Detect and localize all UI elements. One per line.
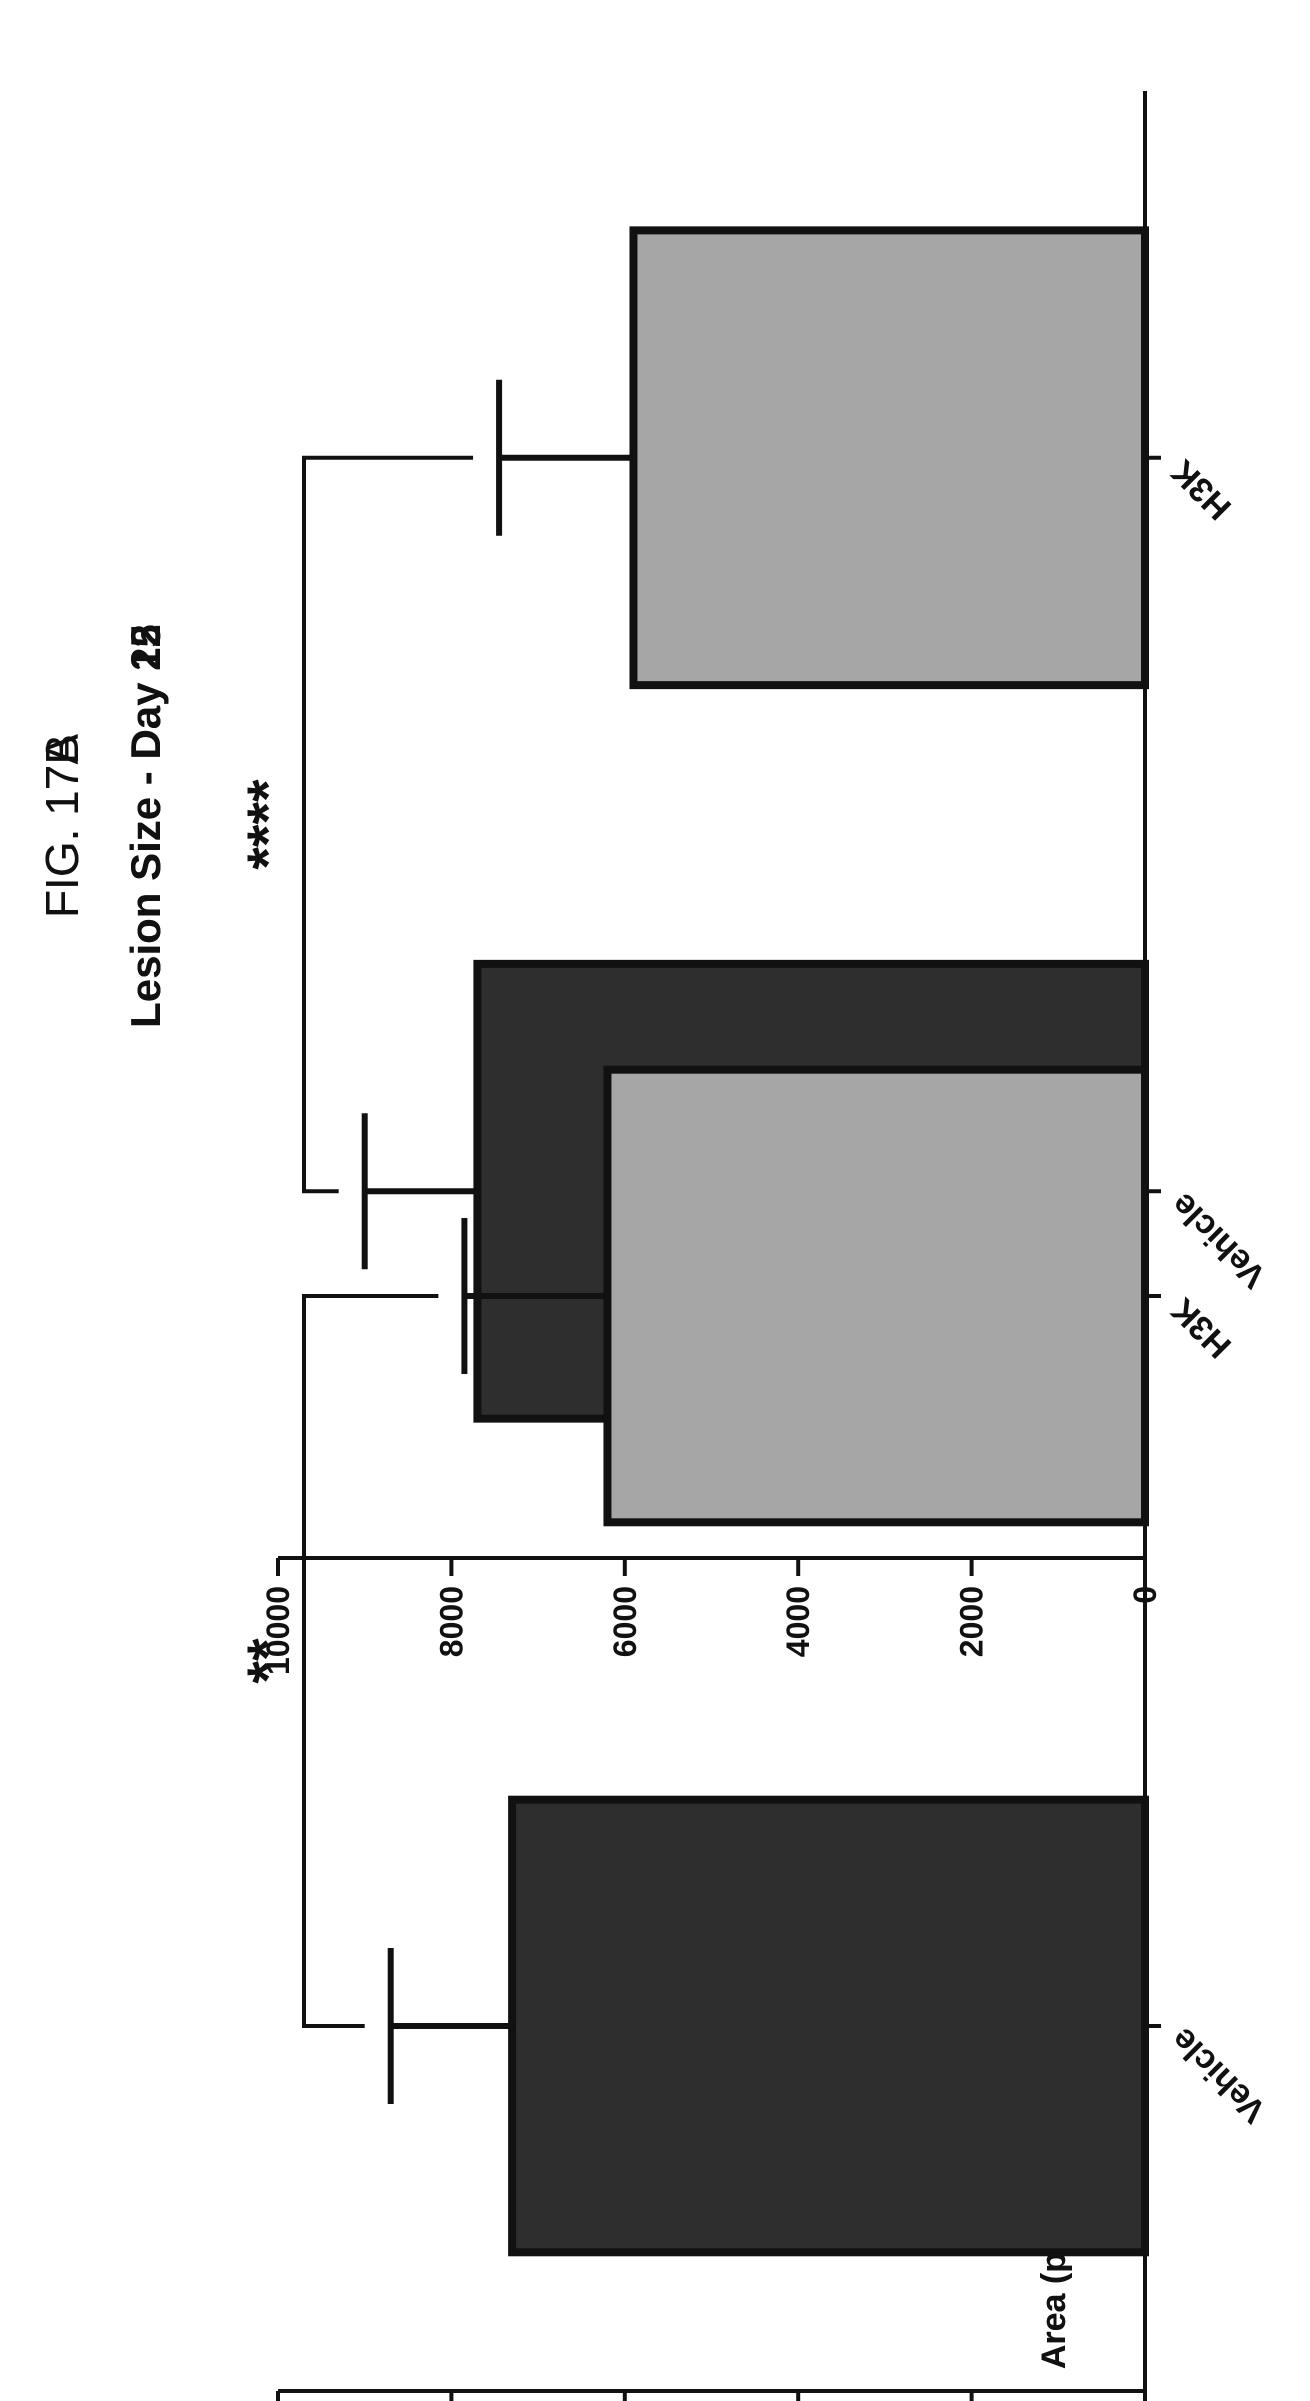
significance-bracket [302,1294,439,2028]
category-label-h3k: H3K [1163,1290,1238,1365]
error-bars-17a [361,379,634,1270]
y-ticks-17a: 0200040006000800010000 [260,1558,1163,1675]
significance-stars: ** [236,1638,301,1684]
error-bars-17b [387,1218,608,2104]
y-tick-label: 4000 [780,1586,816,1657]
significance-17a: **** [236,455,474,1194]
bar-vehicle [508,1795,1149,2257]
y-tick-label: 10000 [260,1586,296,1675]
category-label-h3k: H3K [1163,452,1238,527]
chart-title-17b: Lesion Size - Day 22 [122,624,169,1028]
significance-stars: **** [236,779,301,870]
significance-bracket [302,455,474,1194]
bar-h3k [603,1065,1149,1527]
category-label-vehicle: Vehicle [1164,2020,1274,2130]
figure-label-17b: FIG. 17B [36,734,88,918]
y-tick-label: 2000 [954,1586,990,1657]
y-ticks-17b: 0200040006000800010000 [276,2391,1147,2401]
bar-h3k [629,226,1149,690]
significance-17b: ** [236,1294,439,2028]
y-tick-label: 8000 [433,1586,469,1657]
panel-fig-17b: FIG. 17B Lesion Size - Day 22 Area (pixe… [36,624,1274,2401]
category-label-vehicle: Vehicle [1164,1186,1274,1296]
bars-17b [508,1065,1149,2257]
category-labels-17b: Vehicle H3K [1145,1290,1274,2130]
chart-title-17a: Lesion Size - Day 15 [122,624,169,1028]
category-labels-17a: Vehicle H3K [1145,452,1274,1296]
figure-label-17a: FIG. 17A [36,734,88,918]
y-tick-label: 6000 [607,1586,643,1657]
